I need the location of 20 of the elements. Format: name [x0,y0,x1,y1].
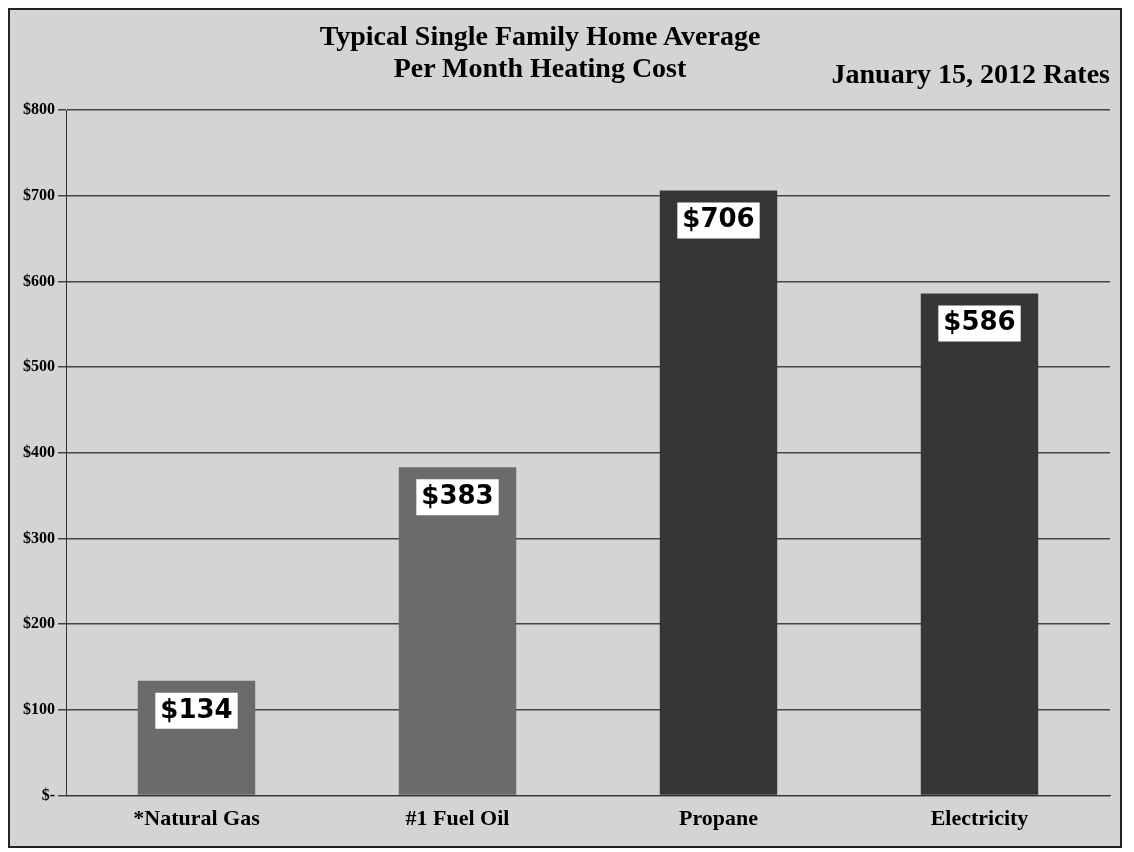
chart-subtitle: January 15, 2012 Rates [831,58,1110,90]
x-tick-label: #1 Fuel Oil [405,805,510,831]
x-tick-label: *Natural Gas [133,805,261,831]
data-label: $383 [421,480,494,511]
y-tick-label: $- [41,785,55,803]
y-tick-label: $100 [23,700,55,718]
bar [398,467,517,795]
x-tick-label: Propane [678,805,759,831]
y-tick-label: $200 [23,614,55,632]
x-tick-label: Electricity [930,805,1029,831]
y-tick-label: $600 [23,271,55,289]
y-tick-label: $700 [23,185,55,203]
data-label: $134 [160,693,233,724]
y-tick-label: $500 [23,357,55,375]
y-tick-label: $800 [23,100,55,118]
chart-title: Typical Single Family Home Average Per Month Heating Cost [318,20,762,84]
y-tick-label: $400 [23,442,55,460]
data-label: $706 [682,203,755,234]
data-label: $586 [943,306,1016,337]
y-tick-label: $300 [23,528,55,546]
